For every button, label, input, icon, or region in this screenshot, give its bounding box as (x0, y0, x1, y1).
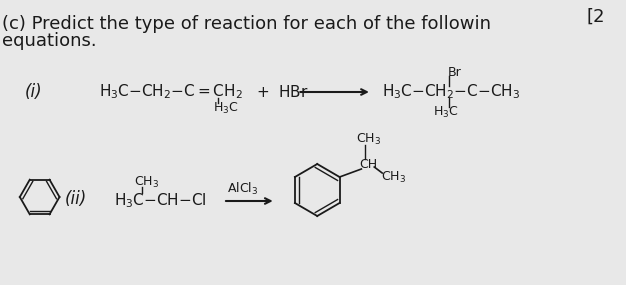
Text: H$_3$C: H$_3$C (433, 104, 459, 119)
Text: CH$_3$: CH$_3$ (356, 131, 381, 146)
Text: CH$_3$: CH$_3$ (381, 170, 406, 185)
Text: $+$  HBr: $+$ HBr (256, 84, 309, 100)
Text: CH: CH (359, 158, 377, 172)
Text: CH$_3$: CH$_3$ (134, 174, 159, 190)
Text: (c) Predict the type of reaction for each of the followin: (c) Predict the type of reaction for eac… (2, 15, 491, 33)
Text: H$_3$C$-$CH$_2$$-$C$-$CH$_3$: H$_3$C$-$CH$_2$$-$C$-$CH$_3$ (382, 83, 520, 101)
Text: AlCl$_3$: AlCl$_3$ (227, 181, 259, 197)
Text: (i): (i) (25, 83, 43, 101)
Text: H$_3$C: H$_3$C (213, 100, 239, 115)
Text: Br: Br (448, 66, 462, 78)
Text: H$_3$C$-$CH$-$Cl: H$_3$C$-$CH$-$Cl (114, 192, 207, 210)
Text: (ii): (ii) (64, 190, 86, 208)
Text: H$_3$C$-$CH$_2$$-$C$=$CH$_2$: H$_3$C$-$CH$_2$$-$C$=$CH$_2$ (99, 83, 243, 101)
Text: equations.: equations. (2, 32, 96, 50)
Text: [2: [2 (587, 8, 605, 26)
